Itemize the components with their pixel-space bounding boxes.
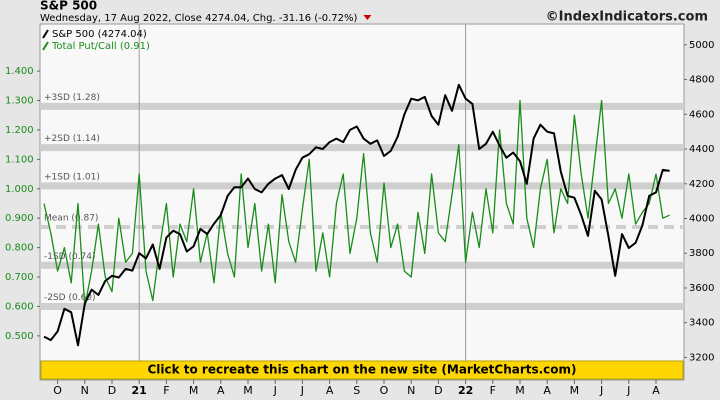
- x-tick-label: S: [353, 384, 360, 397]
- y-tick-label: 0.900: [5, 213, 34, 224]
- x-tick-label: M: [189, 384, 199, 397]
- x-tick-label: N: [81, 384, 89, 397]
- chart-title: S&P 500: [40, 0, 97, 13]
- x-tick-label: D: [434, 384, 442, 397]
- x-tick-label: 22: [458, 384, 473, 397]
- legend-label: Total Put/Call (0.91): [51, 41, 150, 52]
- x-tick-label: N: [407, 384, 415, 397]
- x-tick-label: O: [53, 384, 62, 397]
- x-tick-label: J: [300, 384, 304, 397]
- x-tick-label: A: [543, 384, 551, 397]
- source: ©IndexIndicators.com: [546, 10, 708, 25]
- x-tick-label: 21: [132, 384, 147, 397]
- change-indicator: [363, 15, 372, 20]
- band-label: -2SD (0.60): [44, 293, 96, 303]
- banner-text[interactable]: Click to recreate this chart on the new …: [147, 363, 576, 377]
- y-tick-label: 0.700: [5, 272, 34, 283]
- x-tick-label: D: [108, 384, 116, 397]
- x-tick-label: O: [380, 384, 389, 397]
- x-tick-label: A: [217, 384, 225, 397]
- x-tick-label: J: [626, 384, 630, 397]
- y2-tick-label: 4400: [689, 144, 714, 155]
- banner[interactable]: Click to recreate this chart on the new …: [40, 360, 684, 380]
- y-tick-label: 0.500: [5, 331, 34, 342]
- y2-tick-label: 4600: [689, 109, 714, 120]
- chart-subtitle: Wednesday, 17 Aug 2022, Close 4274.04, C…: [40, 13, 358, 24]
- x-tick-label: A: [652, 384, 660, 397]
- legend-swatch: [42, 29, 49, 39]
- x-tick-label: J: [273, 384, 277, 397]
- y-tick-label: 1.000: [5, 184, 34, 195]
- banner-box[interactable]: [40, 360, 684, 380]
- y2-tick-label: 3600: [689, 283, 714, 294]
- y2-tick-label: 3200: [689, 352, 714, 363]
- x-tick-label: F: [163, 384, 169, 397]
- y-tick-label: 0.600: [5, 301, 34, 312]
- y2-tick-label: 3400: [689, 318, 714, 329]
- x-tick-label: M: [570, 384, 580, 397]
- y-tick-label: 0.800: [5, 243, 34, 254]
- band-label: -1SD (0.74): [44, 252, 96, 262]
- series-line: [43, 83, 670, 347]
- x-tick-label: M: [243, 384, 253, 397]
- y2-tick-label: 3800: [689, 248, 714, 259]
- x-tick-label: F: [490, 384, 496, 397]
- y2-tick-label: 4200: [689, 179, 714, 190]
- y-tick-label: 1.100: [5, 154, 34, 165]
- legend-swatch: [42, 41, 49, 51]
- band-label: +2SD (1.14): [44, 134, 100, 144]
- x-tick-label: J: [599, 384, 603, 397]
- series-line: [43, 99, 670, 308]
- y2-tick-label: 4000: [689, 213, 714, 224]
- y-tick-label: 1.200: [5, 125, 34, 136]
- y-tick-label: 1.300: [5, 95, 34, 106]
- x-tick-label: M: [515, 384, 525, 397]
- band-label: +1SD (1.01): [44, 172, 100, 182]
- legend-label: S&P 500 (4274.04): [52, 29, 147, 40]
- band-label: Mean (0.87): [44, 214, 98, 224]
- y2-tick-label: 4800: [689, 75, 714, 86]
- y-tick-label: 1.400: [5, 66, 34, 77]
- x-tick-label: A: [326, 384, 334, 397]
- y2-tick-label: 5000: [689, 40, 714, 51]
- band-label: +3SD (1.28): [44, 93, 100, 103]
